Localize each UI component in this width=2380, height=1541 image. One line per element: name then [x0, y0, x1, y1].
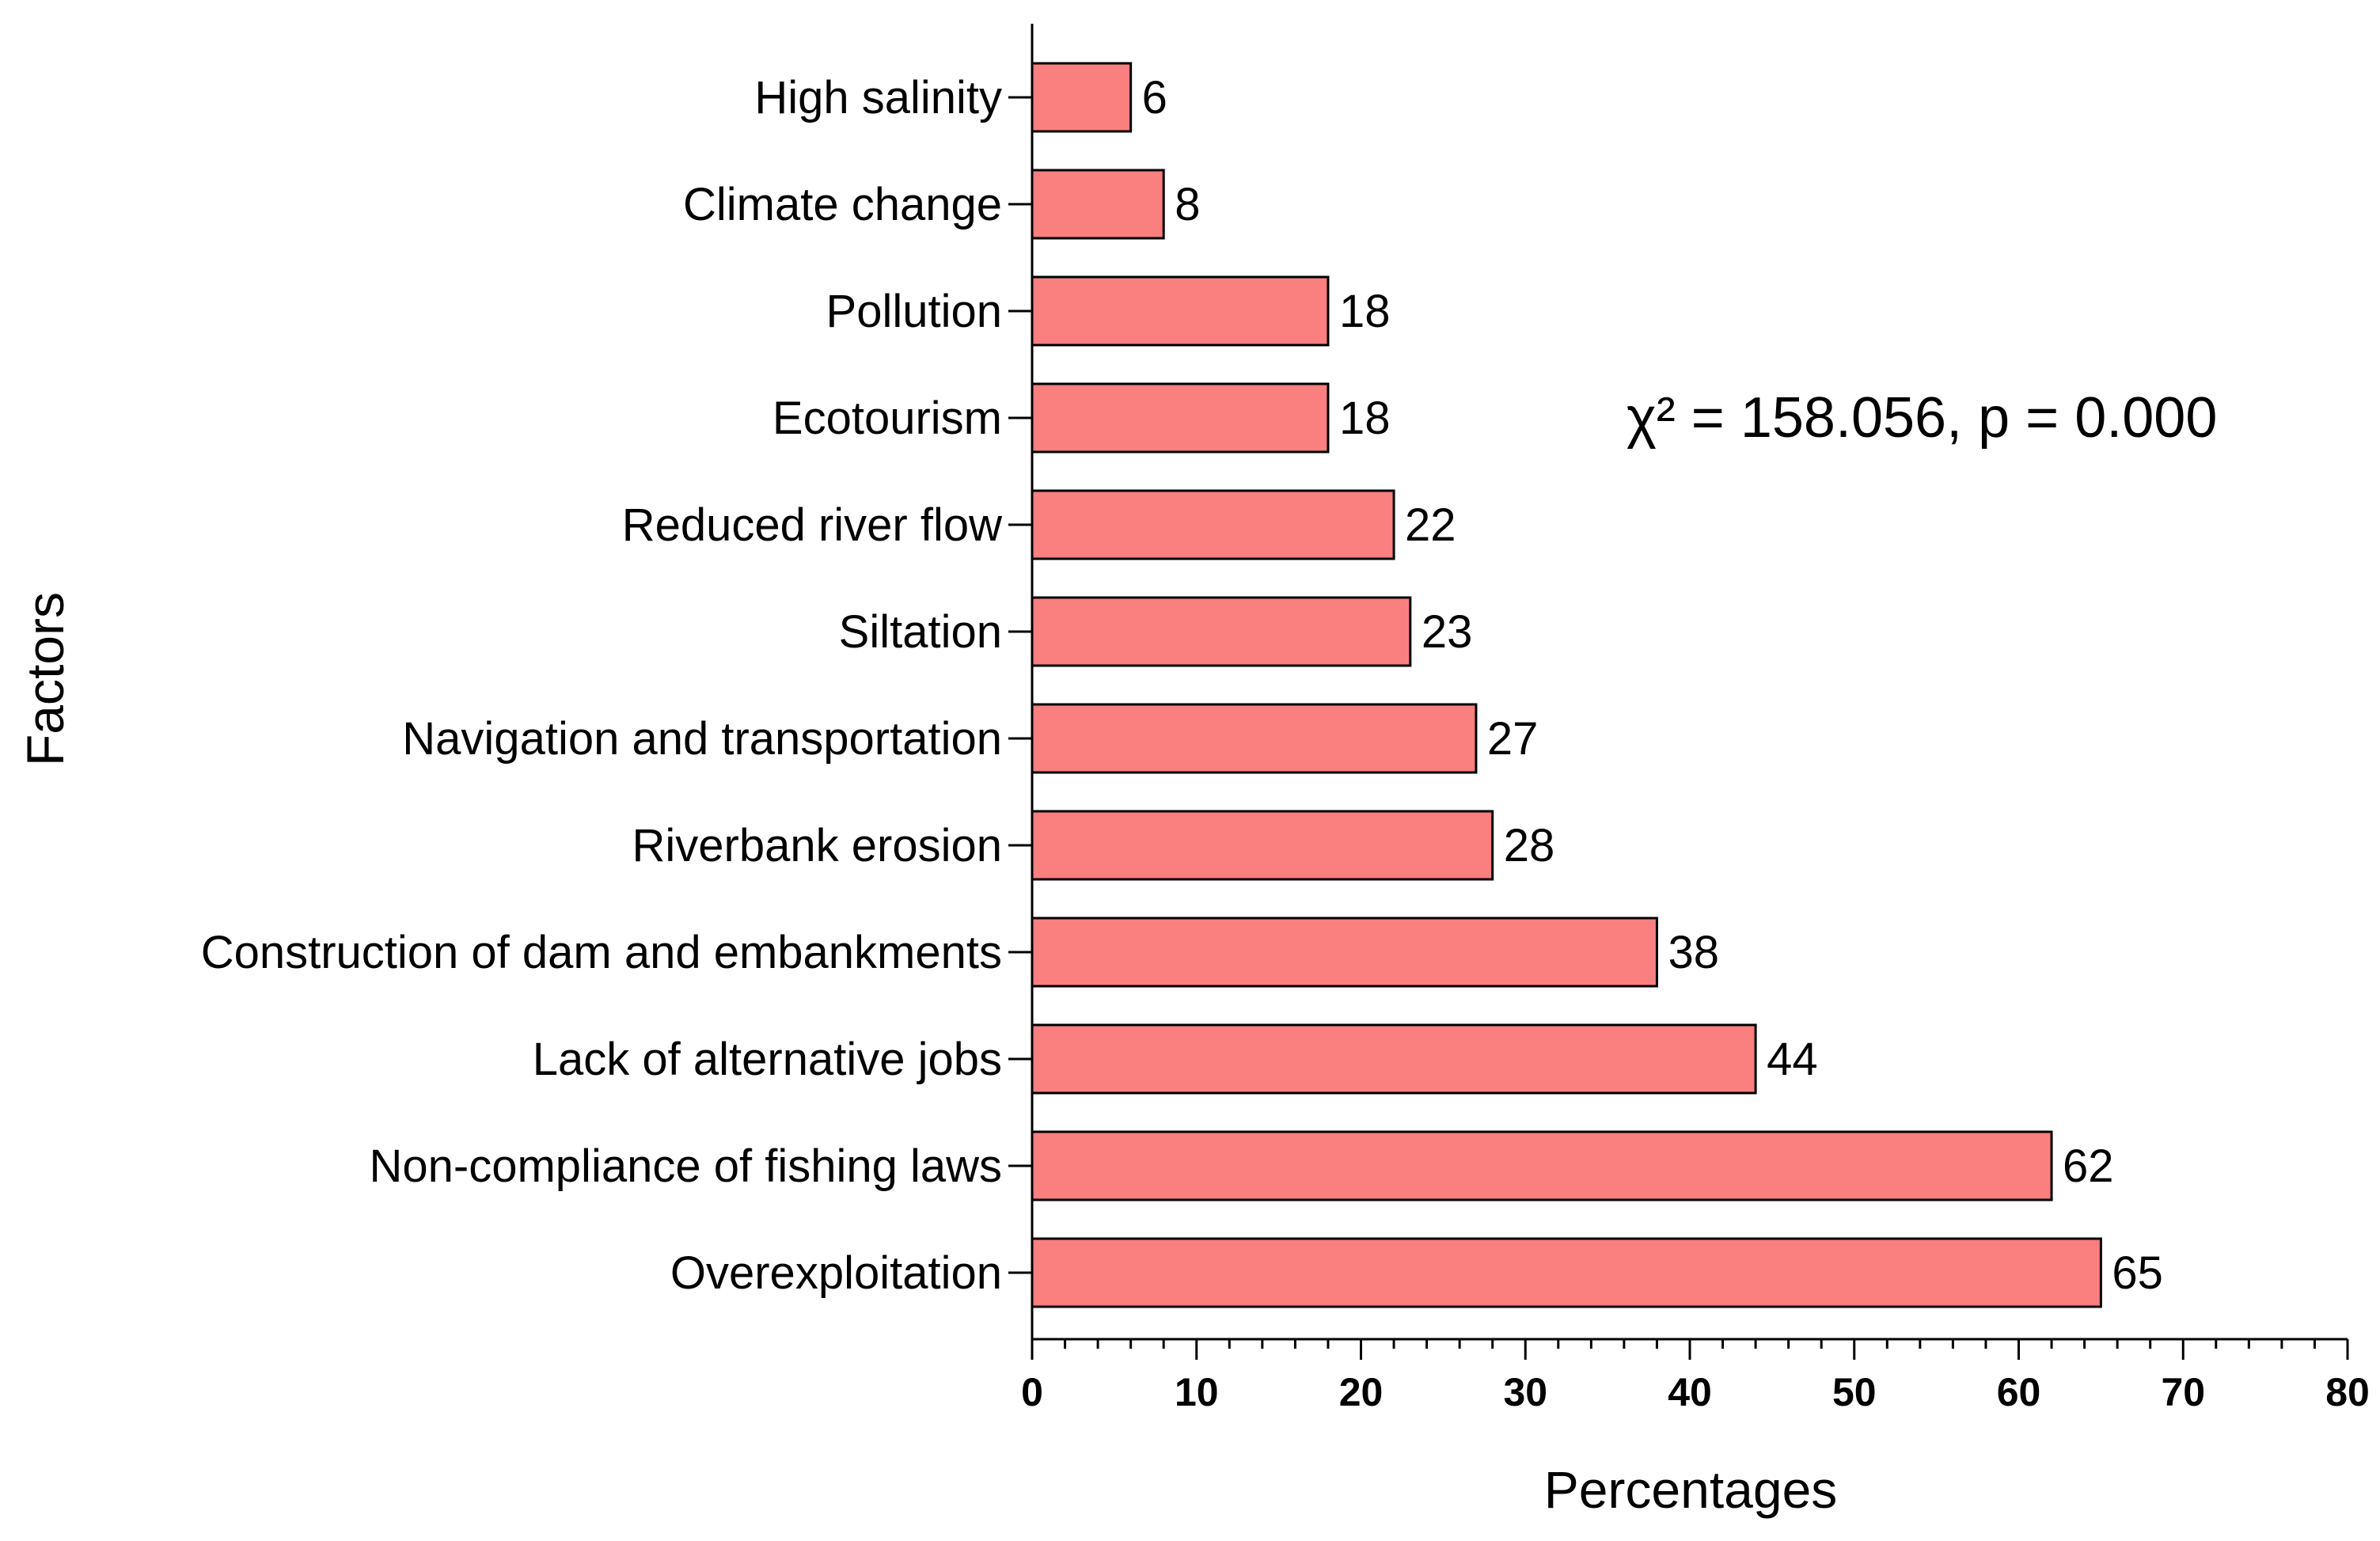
value-label: 22 [1405, 499, 1456, 551]
x-axis: 0 10 20 30 40 50 60 70 80 [1021, 1338, 2370, 1414]
value-label: 8 [1175, 179, 1200, 230]
value-label: 28 [1504, 820, 1555, 871]
x-axis-title: Percentages [1544, 1460, 1838, 1519]
bar [1031, 62, 1133, 133]
x-tick-label: 50 [1832, 1370, 1877, 1414]
value-label: 65 [2112, 1247, 2163, 1299]
x-tick-label: 60 [1997, 1370, 2041, 1414]
x-tick-label: 70 [2161, 1370, 2205, 1414]
bar [1031, 275, 1330, 347]
category-label: Climate change [683, 179, 1002, 230]
bars-group [1031, 62, 2102, 1308]
x-tick-label: 20 [1339, 1370, 1384, 1414]
category-label: Non-compliance of fishing laws [370, 1141, 1002, 1192]
value-label: 6 [1142, 72, 1167, 123]
bar [1031, 917, 1658, 988]
category-label: Pollution [826, 286, 1002, 337]
value-label: 18 [1339, 393, 1391, 444]
category-label: Ecotourism [772, 393, 1002, 444]
bar [1031, 382, 1330, 454]
category-label: Construction of dam and embankments [201, 927, 1002, 978]
bar [1031, 169, 1165, 240]
category-label: High salinity [754, 72, 1002, 123]
value-labels-group: 6 8 18 18 22 23 27 28 38 44 62 65 [1142, 72, 2163, 1299]
y-axis-title: Factors [16, 592, 74, 766]
bar [1031, 810, 1494, 881]
x-tick-label: 0 [1021, 1370, 1043, 1414]
category-label: Navigation and transportation [402, 713, 1002, 765]
chi-square-annotation: χ² = 158.056, p = 0.000 [1627, 386, 2217, 450]
value-label: 38 [1668, 927, 1719, 978]
x-tick-label: 30 [1503, 1370, 1547, 1414]
bar [1031, 489, 1395, 560]
value-label: 62 [2063, 1141, 2114, 1192]
value-label: 44 [1767, 1034, 1818, 1085]
category-label: Riverbank erosion [632, 820, 1002, 871]
x-tick-label: 80 [2325, 1370, 2370, 1414]
bar [1031, 703, 1478, 774]
value-label: 23 [1422, 606, 1473, 658]
category-label: Siltation [839, 606, 1002, 658]
bar [1031, 596, 1412, 667]
x-tick-label: 10 [1175, 1370, 1219, 1414]
category-label: Overexploitation [670, 1247, 1002, 1299]
x-tick-label: 40 [1668, 1370, 1712, 1414]
category-label: Lack of alternative jobs [533, 1034, 1002, 1085]
y-axis: High salinity Climate change Pollution Ecot… [201, 24, 1034, 1339]
bar [1031, 1023, 1757, 1095]
value-label: 27 [1487, 713, 1539, 765]
value-label: 18 [1339, 286, 1391, 337]
bar [1031, 1130, 2053, 1201]
category-label: Reduced river flow [622, 499, 1003, 551]
bar [1031, 1237, 2102, 1308]
